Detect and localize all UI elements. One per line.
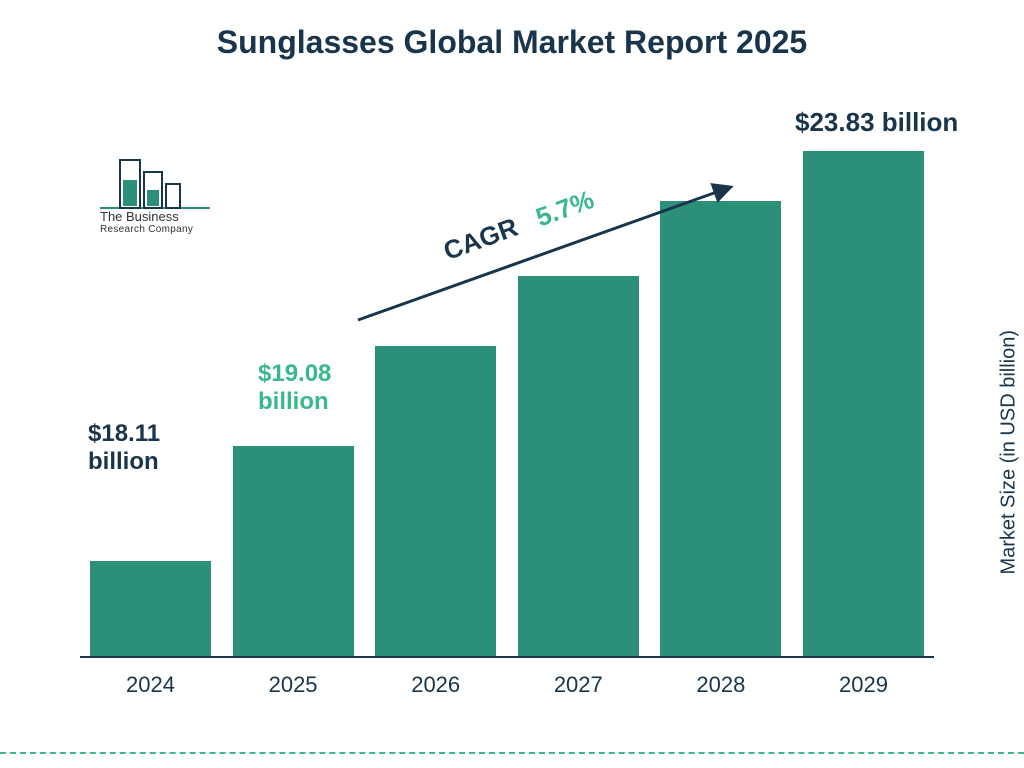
x-axis-labels: 2024 2025 2026 2027 2028 2029 [80, 672, 934, 698]
bar [375, 346, 496, 656]
x-axis-label: 2025 [233, 672, 354, 698]
bar-column [518, 276, 639, 656]
x-axis-label: 2024 [90, 672, 211, 698]
bar [233, 446, 354, 656]
bar-column [233, 446, 354, 656]
x-axis-label: 2027 [518, 672, 639, 698]
bar-column [90, 561, 211, 656]
value-label-2029: $23.83 billion [795, 108, 958, 138]
chart-title: Sunglasses Global Market Report 2025 [0, 24, 1024, 61]
bar [518, 276, 639, 656]
x-axis-baseline [80, 656, 934, 658]
bar [803, 151, 924, 656]
x-axis-label: 2029 [803, 672, 924, 698]
x-axis-label: 2026 [375, 672, 496, 698]
chart-canvas: Sunglasses Global Market Report 2025 The… [0, 0, 1024, 768]
x-axis-label: 2028 [660, 672, 781, 698]
footer-dash-line [0, 752, 1024, 754]
value-label-2025: $19.08 billion [258, 360, 378, 415]
cagr-annotation: CAGR 5.7% [350, 180, 740, 330]
value-label-2024: $18.11 billion [88, 420, 208, 475]
bar-column [803, 151, 924, 656]
bar-column [375, 346, 496, 656]
bar [90, 561, 211, 656]
y-axis-label: Market Size (in USD billion) [998, 330, 1021, 575]
